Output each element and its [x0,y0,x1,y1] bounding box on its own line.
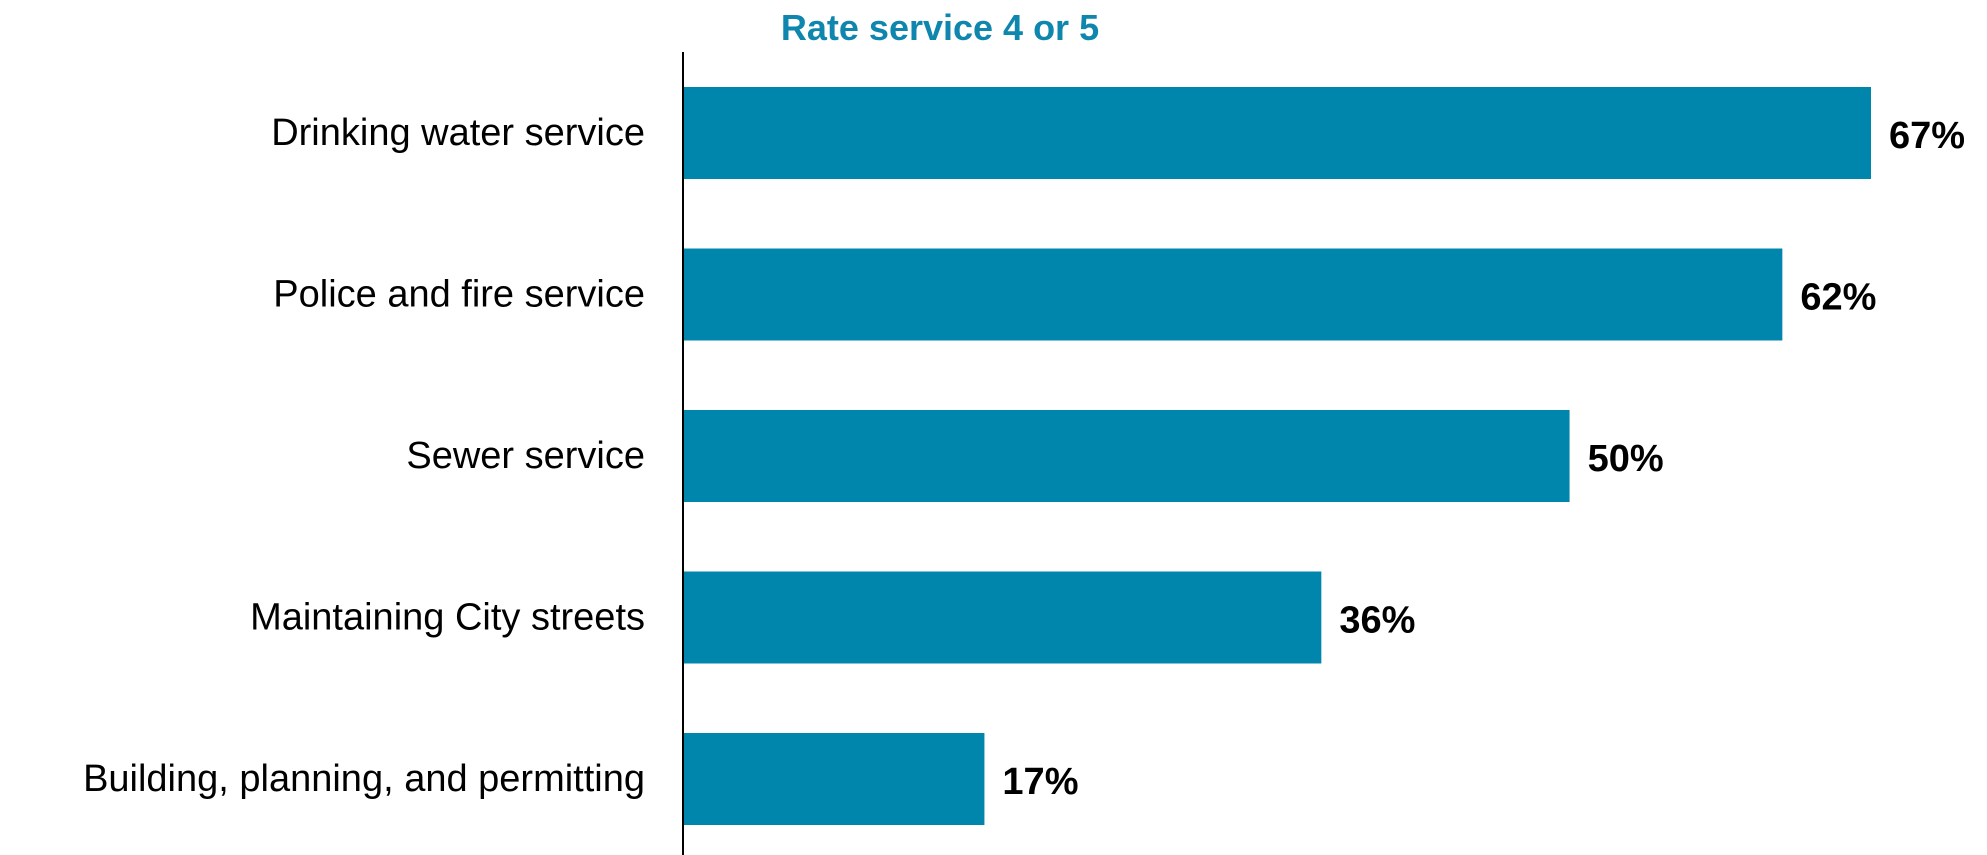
data-label: 36% [1339,600,1415,642]
category-label: Sewer service [406,435,645,477]
category-label: Drinking water service [271,112,645,154]
chart-title: Rate service 4 or 5 [781,7,1099,48]
bar [683,733,985,825]
category-label: Police and fire service [273,274,645,316]
category-label: Maintaining City streets [250,597,645,639]
data-label: 67% [1889,115,1965,157]
data-label: 62% [1800,277,1876,319]
bar [683,410,1570,502]
bars-group: Drinking water service 67% Police and fire… [83,87,1965,825]
bar [683,87,1871,179]
bar [683,571,1322,664]
bar [683,248,1783,341]
data-label: 50% [1588,438,1664,480]
category-label: Building, planning, and permitting [83,758,645,800]
data-label: 17% [1002,761,1078,803]
